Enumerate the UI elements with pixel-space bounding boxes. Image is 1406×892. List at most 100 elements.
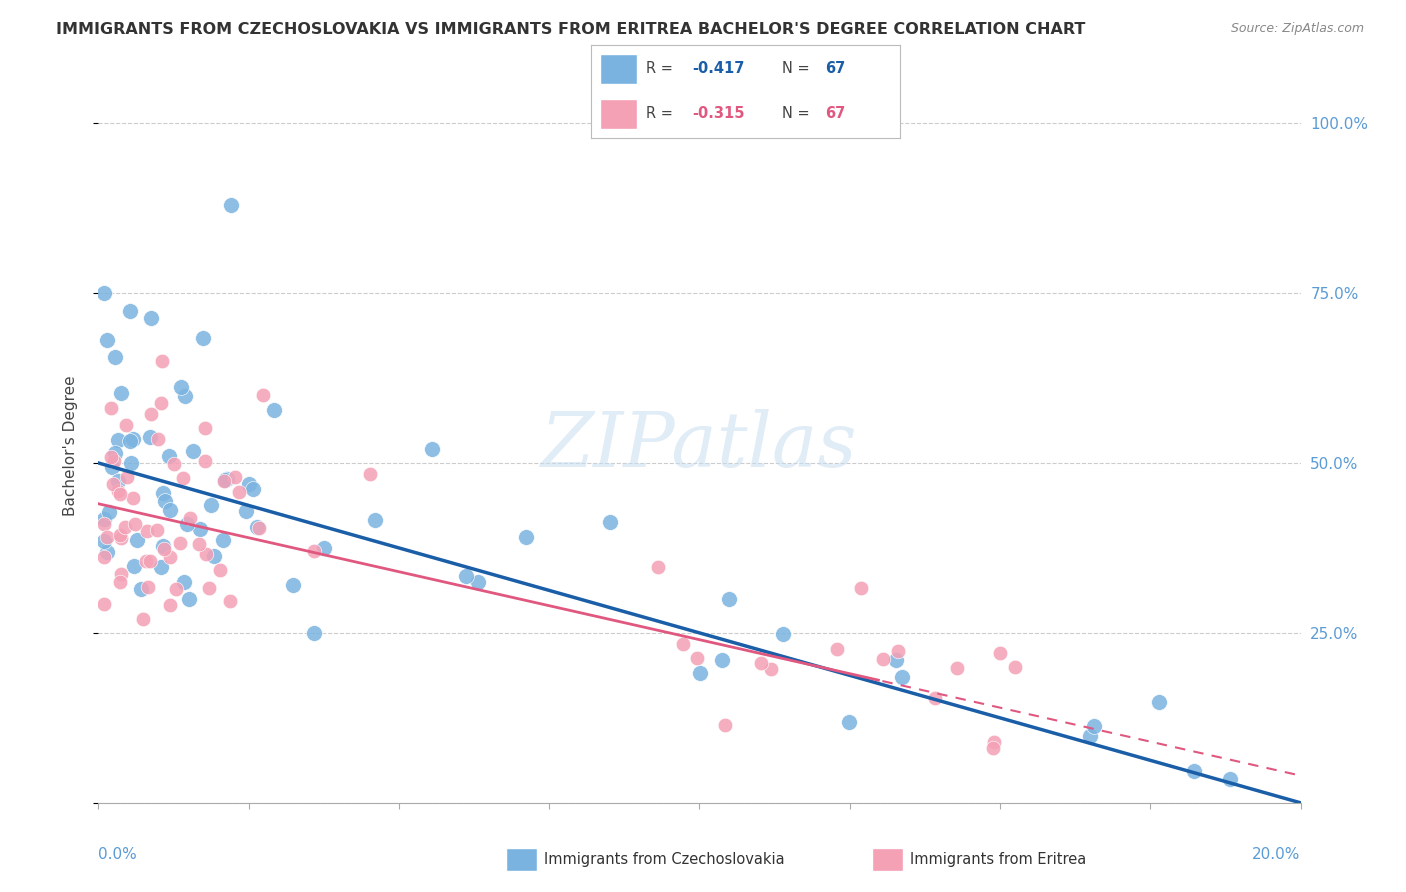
Point <box>176 517 198 532</box>
Point <box>136 580 159 594</box>
Point <box>108 574 131 589</box>
Point <box>110 531 132 545</box>
Point <box>96 333 118 347</box>
Point <box>136 524 159 538</box>
Point <box>103 453 125 467</box>
Point <box>235 504 257 518</box>
Point <box>153 494 176 508</box>
Point <box>1219 772 1241 787</box>
Point <box>159 598 181 612</box>
Point <box>191 331 214 345</box>
Point <box>1078 729 1101 743</box>
Point <box>1083 719 1105 733</box>
Point <box>838 715 860 730</box>
Point <box>124 517 146 532</box>
Point <box>93 597 115 611</box>
Point <box>364 513 387 527</box>
Point <box>302 625 325 640</box>
Point <box>194 421 217 435</box>
Text: IMMIGRANTS FROM CZECHOSLOVAKIA VS IMMIGRANTS FROM ERITREA BACHELOR'S DEGREE CORR: IMMIGRANTS FROM CZECHOSLOVAKIA VS IMMIGR… <box>56 22 1085 37</box>
Point <box>193 453 215 467</box>
Point <box>93 286 115 301</box>
Point <box>114 520 136 534</box>
Point <box>93 533 115 548</box>
Point <box>127 533 149 547</box>
Point <box>101 476 124 491</box>
Point <box>165 582 187 597</box>
Point <box>242 483 264 497</box>
Point <box>174 389 197 403</box>
Y-axis label: Bachelor's Degree: Bachelor's Degree <box>63 376 77 516</box>
Point <box>246 520 269 534</box>
Point <box>983 735 1005 749</box>
Point <box>104 350 127 364</box>
Text: R =: R = <box>647 62 678 77</box>
Point <box>107 433 129 447</box>
Point <box>420 442 443 457</box>
Point <box>100 450 122 465</box>
Text: N =: N = <box>782 62 814 77</box>
Point <box>120 434 142 449</box>
Point <box>202 549 225 564</box>
Point <box>104 446 127 460</box>
Point <box>108 527 131 541</box>
Point <box>238 477 260 491</box>
Point <box>172 471 194 485</box>
Point <box>110 385 132 400</box>
Point <box>263 403 285 417</box>
Point <box>121 491 143 505</box>
Text: R =: R = <box>647 106 678 121</box>
Point <box>135 554 157 568</box>
Point <box>149 559 172 574</box>
Point <box>825 642 848 657</box>
Point <box>924 690 946 705</box>
Point <box>96 530 118 544</box>
Point <box>872 652 894 666</box>
Point <box>849 582 872 596</box>
Text: Immigrants from Czechoslovakia: Immigrants from Czechoslovakia <box>544 853 785 867</box>
Point <box>139 407 162 421</box>
Point <box>122 432 145 446</box>
Point <box>988 646 1011 660</box>
Point <box>152 354 174 368</box>
Point <box>101 460 124 475</box>
Point <box>138 430 160 444</box>
Text: 0.0%: 0.0% <box>98 847 138 862</box>
Point <box>467 575 489 590</box>
Point <box>945 660 967 674</box>
Point <box>281 578 304 592</box>
Point <box>1147 695 1170 709</box>
Point <box>98 505 121 519</box>
Point <box>714 718 737 732</box>
Point <box>647 560 669 574</box>
Point <box>672 637 695 651</box>
Point <box>179 510 201 524</box>
Text: ZIPatlas: ZIPatlas <box>541 409 858 483</box>
Point <box>312 541 335 555</box>
Point <box>152 485 174 500</box>
Point <box>96 545 118 559</box>
Point <box>118 304 141 318</box>
Point <box>146 523 169 537</box>
Point <box>173 575 195 590</box>
Point <box>689 665 711 680</box>
Point <box>181 443 204 458</box>
Text: 20.0%: 20.0% <box>1253 847 1301 862</box>
Point <box>153 541 176 556</box>
Point <box>150 396 173 410</box>
Point <box>214 474 236 488</box>
Point <box>159 503 181 517</box>
Point <box>139 310 162 325</box>
Point <box>187 537 209 551</box>
Text: 67: 67 <box>825 62 846 77</box>
Point <box>686 651 709 665</box>
Point <box>1182 764 1205 779</box>
Point <box>110 487 132 501</box>
Point <box>252 388 274 402</box>
Point <box>884 653 907 667</box>
Point <box>214 474 236 488</box>
Point <box>200 498 222 512</box>
Text: 67: 67 <box>825 106 846 121</box>
Point <box>115 470 138 484</box>
Point <box>224 470 246 484</box>
